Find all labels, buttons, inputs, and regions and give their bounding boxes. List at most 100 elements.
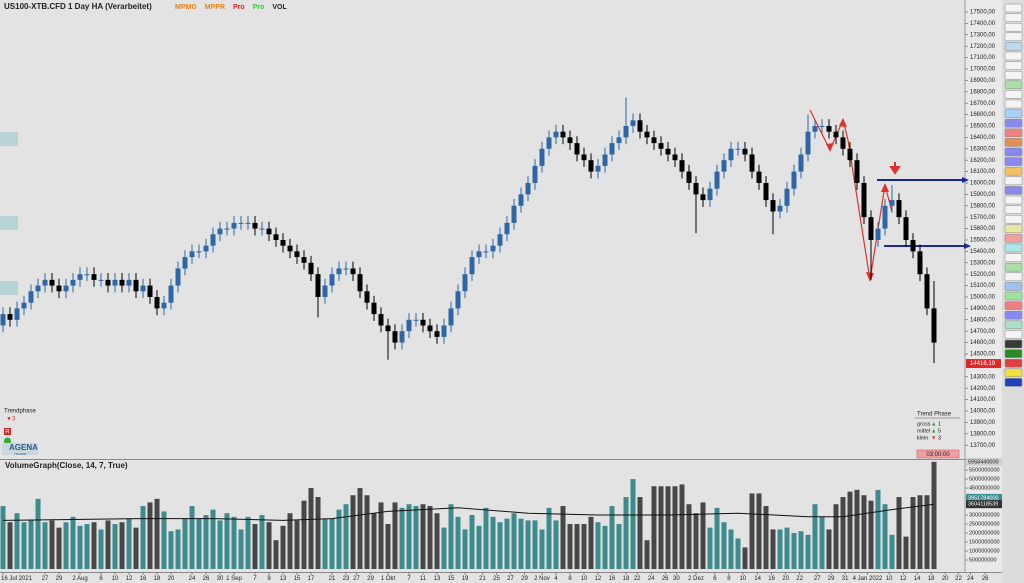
y-tick-label: 500000000 [969, 557, 997, 563]
toolbar-button[interactable] [1004, 282, 1023, 291]
candle-body [588, 160, 594, 172]
toolbar-button[interactable] [1004, 118, 1023, 128]
volume-bar [861, 495, 867, 569]
y-tick-label: 1500000000 [969, 539, 1000, 545]
volume-bar [784, 527, 790, 569]
toolbar-button[interactable] [1004, 176, 1023, 186]
candle-body [560, 131, 566, 138]
volume-bar [672, 486, 678, 569]
candle-body [623, 125, 629, 138]
side-marker [0, 216, 18, 230]
trend-row-name: klein [917, 435, 928, 441]
volume-bar [434, 513, 440, 569]
candle-body [21, 302, 27, 309]
toolbar-button[interactable] [1004, 22, 1023, 32]
toolbar-button[interactable] [1004, 205, 1023, 214]
x-tick-label: 12 [595, 576, 602, 582]
toolbar-button[interactable] [1004, 301, 1023, 310]
volume-bar [476, 525, 482, 569]
toolbar-button[interactable] [1004, 349, 1023, 358]
candle-body [861, 182, 867, 218]
y-tick-label: 17300,00 [970, 32, 996, 38]
volume-bar [350, 495, 356, 569]
x-tick-label: 8 [727, 576, 731, 582]
candle-body [931, 308, 937, 343]
volume-bar [280, 525, 286, 569]
x-tick-label: 10 [581, 576, 588, 582]
toolbar-button[interactable] [1004, 128, 1023, 138]
y-tick-label: 5000000000 [969, 477, 1000, 483]
candle-body [189, 251, 195, 258]
toolbar-button[interactable] [1004, 80, 1023, 90]
volume-bar [406, 504, 412, 569]
x-tick-label: 7 [253, 576, 257, 582]
candle-body [357, 274, 363, 292]
toolbar-button[interactable] [1004, 224, 1023, 234]
toolbar-button[interactable] [1004, 368, 1023, 378]
toolbar-button[interactable] [1004, 147, 1023, 157]
toolbar-button[interactable] [1004, 378, 1023, 387]
x-tick-label: 1 Okt [381, 576, 396, 582]
candle-body [119, 279, 125, 286]
candle-body [567, 137, 573, 144]
candle-body [91, 274, 97, 280]
volume-bar [805, 534, 811, 569]
toolbar-button[interactable] [1004, 243, 1023, 253]
logo-bg [2, 443, 38, 455]
toolbar-button[interactable] [1004, 310, 1023, 320]
volume-bar [693, 513, 699, 569]
toolbar-button[interactable] [1004, 61, 1023, 70]
toolbar-button[interactable] [1004, 99, 1023, 109]
toolbar-button[interactable] [1004, 51, 1023, 61]
y-tick-label: 14900,00 [970, 306, 996, 312]
toolbar-button[interactable] [1004, 70, 1023, 80]
toolbar-button[interactable] [1004, 320, 1023, 330]
y-tick-label: 15100,00 [970, 283, 996, 289]
toolbar-button[interactable] [1004, 90, 1023, 99]
candle-body [686, 171, 692, 183]
toolbar-button[interactable] [1004, 330, 1023, 339]
y-tick-label: 14000,00 [970, 409, 996, 415]
toolbar-button[interactable] [1004, 138, 1023, 147]
volume-bar [385, 524, 391, 569]
volume-bar [798, 531, 804, 569]
y-tick-label: 16300,00 [970, 146, 996, 152]
toolbar-button[interactable] [1004, 186, 1023, 195]
toolbar-button[interactable] [1004, 42, 1023, 51]
candle-body [42, 279, 48, 286]
volume-bar [322, 518, 328, 569]
toolbar-button[interactable] [1004, 272, 1023, 282]
y-tick-label: 16200,00 [970, 158, 996, 164]
volume-bar [63, 522, 69, 569]
toolbar-button[interactable] [1004, 13, 1023, 22]
toolbar-button[interactable] [1004, 291, 1023, 301]
toolbar-button[interactable] [1004, 234, 1023, 243]
y-tick-label: 15900,00 [970, 192, 996, 198]
y-tick-label: 17500,00 [970, 10, 996, 16]
toolbar-button[interactable] [1004, 3, 1023, 13]
side-marker [0, 281, 18, 295]
volume-bar [161, 511, 167, 569]
toolbar-button[interactable] [1004, 157, 1023, 166]
toolbar-button[interactable] [1004, 32, 1023, 42]
candle-body [539, 148, 545, 166]
toolbar-button[interactable] [1004, 253, 1023, 262]
y-tick-label: 14500,00 [970, 352, 996, 358]
toolbar-button[interactable] [1004, 262, 1023, 272]
volume-bar [567, 524, 573, 569]
y-tick-label: 13700,00 [970, 443, 996, 449]
toolbar-button[interactable] [1004, 109, 1023, 118]
toolbar-button[interactable] [1004, 195, 1023, 205]
volume-bar [588, 516, 594, 569]
x-tick-label: 14 [754, 576, 761, 582]
toolbar-button[interactable] [1004, 358, 1023, 368]
x-tick-label: 20 [168, 576, 175, 582]
x-tick-label: 6 [713, 576, 717, 582]
volume-bar [413, 506, 419, 569]
x-tick-label: 7 [407, 576, 411, 582]
y-tick-label: 17000,00 [970, 67, 996, 73]
toolbar-button[interactable] [1004, 339, 1023, 349]
toolbar-button[interactable] [1004, 214, 1023, 224]
candle-body [763, 182, 769, 201]
toolbar-button[interactable] [1004, 166, 1023, 176]
